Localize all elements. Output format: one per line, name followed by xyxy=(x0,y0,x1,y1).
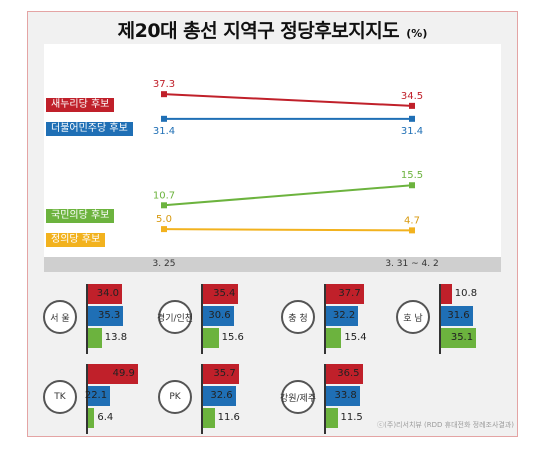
bar-value-label: 33.8 xyxy=(334,390,357,401)
bar-value-label: 34.0 xyxy=(96,288,119,299)
region-label: 경기/인천 xyxy=(157,300,193,334)
region-chart: 경기/인천 35.4 30.6 15.6 xyxy=(157,284,258,354)
series-line xyxy=(163,93,413,107)
region-bar: 32.2 xyxy=(326,306,359,326)
region-label: 서 울 xyxy=(43,300,77,334)
data-label: 15.5 xyxy=(401,170,423,181)
bar-value-label: 32.6 xyxy=(210,390,233,401)
bar-value-label: 15.6 xyxy=(221,332,244,343)
bar-value-label: 15.4 xyxy=(344,332,367,343)
bar-value-label: 10.8 xyxy=(454,288,478,299)
region-bar: 35.4 xyxy=(203,284,239,304)
legend-item: 정의당 후보 xyxy=(46,233,106,247)
region-axis xyxy=(324,364,326,434)
data-point xyxy=(409,115,415,122)
region-bar: 13.8 xyxy=(88,328,127,348)
data-label: 37.3 xyxy=(153,79,175,90)
region-bar: 11.6 xyxy=(203,408,240,428)
region-bar: 6.4 xyxy=(88,408,113,428)
bar-value-label: 22.1 xyxy=(84,390,108,401)
region-axis xyxy=(324,284,326,354)
source-note: ⓒ(주)리서치뷰 (RDD 휴대전화 정례조사결과) xyxy=(377,421,514,429)
bar-value-label: 13.8 xyxy=(104,332,128,343)
series-line xyxy=(163,184,413,207)
legend-item: 국민의당 후보 xyxy=(46,209,115,223)
region-label: PK xyxy=(158,380,192,414)
data-point xyxy=(161,202,167,209)
data-label: 10.7 xyxy=(153,190,175,201)
bar-value-label: 35.3 xyxy=(98,310,121,321)
data-label: 34.5 xyxy=(401,91,423,102)
region-chart: 서 울 34.0 35.3 13.8 xyxy=(43,284,143,354)
legend-item: 더불어민주당 후보 xyxy=(46,122,133,136)
region-chart: 충 청 37.7 32.2 15.4 xyxy=(281,284,381,354)
bar-value-label: 37.7 xyxy=(338,288,361,299)
title-row: 제20대 총선 지역구 정당후보지지도 (%) xyxy=(27,16,518,43)
data-point xyxy=(161,115,167,122)
data-point xyxy=(161,91,167,98)
bar-value-label: 35.1 xyxy=(450,332,474,343)
x-tick-label: 3. 31 ~ 4. 2 xyxy=(385,259,439,269)
region-bar: 49.9 xyxy=(88,364,138,384)
x-tick-label: 3. 25 xyxy=(152,259,176,269)
chart-title: 제20대 총선 지역구 정당후보지지도 xyxy=(117,20,400,42)
bar-value-label: 31.6 xyxy=(447,310,470,321)
region-bar: 31.6 xyxy=(441,306,473,326)
region-bar: 11.5 xyxy=(326,408,363,428)
region-axis xyxy=(86,284,88,354)
region-chart: TK 49.9 22.1 6.4 xyxy=(43,364,143,434)
data-label: 4.7 xyxy=(404,215,420,226)
bar-value-label: 30.6 xyxy=(208,310,231,321)
region-bar: 30.6 xyxy=(203,306,234,326)
bar-value-label: 36.5 xyxy=(337,368,360,379)
region-label: 충 청 xyxy=(281,300,315,334)
region-axis xyxy=(201,364,203,434)
region-axis xyxy=(86,364,88,434)
region-axis xyxy=(439,284,441,354)
region-label: 호 남 xyxy=(396,300,430,334)
region-bar: 35.3 xyxy=(88,306,124,326)
region-label: TK xyxy=(43,380,77,414)
region-chart: 강원/제주 36.5 33.8 11.5 xyxy=(280,364,381,434)
bar-value-label: 49.9 xyxy=(112,368,135,379)
region-bar: 32.6 xyxy=(203,386,236,406)
data-point xyxy=(409,102,415,109)
unit-label: (%) xyxy=(406,27,428,40)
line-plot-area xyxy=(44,44,501,257)
data-label: 31.4 xyxy=(401,126,423,137)
data-point xyxy=(409,227,415,234)
region-bar: 10.8 xyxy=(441,284,477,304)
bar-value-label: 11.6 xyxy=(217,412,240,423)
legend-item: 새누리당 후보 xyxy=(46,98,115,112)
bar-value-label: 11.5 xyxy=(340,412,363,423)
region-label: 강원/제주 xyxy=(280,380,316,414)
region-axis xyxy=(201,284,203,354)
data-label: 31.4 xyxy=(153,126,175,137)
x-axis-band xyxy=(44,257,501,272)
region-bar: 22.1 xyxy=(84,386,111,406)
region-bar: 33.8 xyxy=(326,386,360,406)
bar-value-label: 32.2 xyxy=(332,310,356,321)
data-point xyxy=(161,226,167,233)
region-bar: 34.0 xyxy=(88,284,122,304)
region-bar: 37.7 xyxy=(326,284,364,304)
bar-value-label: 6.4 xyxy=(97,412,114,423)
region-bar: 35.7 xyxy=(203,364,239,384)
region-bar: 15.6 xyxy=(203,328,244,348)
region-bar: 15.4 xyxy=(326,328,367,348)
bar-value-label: 35.7 xyxy=(213,368,236,379)
region-chart: 호 남 10.8 31.6 35.1 xyxy=(396,284,496,354)
bar-value-label: 35.4 xyxy=(213,288,236,299)
data-label: 5.0 xyxy=(156,214,172,225)
series-line xyxy=(163,228,413,232)
data-point xyxy=(409,182,415,189)
region-chart: PK 35.7 32.6 11.6 xyxy=(158,364,258,434)
region-bar: 35.1 xyxy=(441,328,477,348)
region-bar: 36.5 xyxy=(326,364,363,384)
